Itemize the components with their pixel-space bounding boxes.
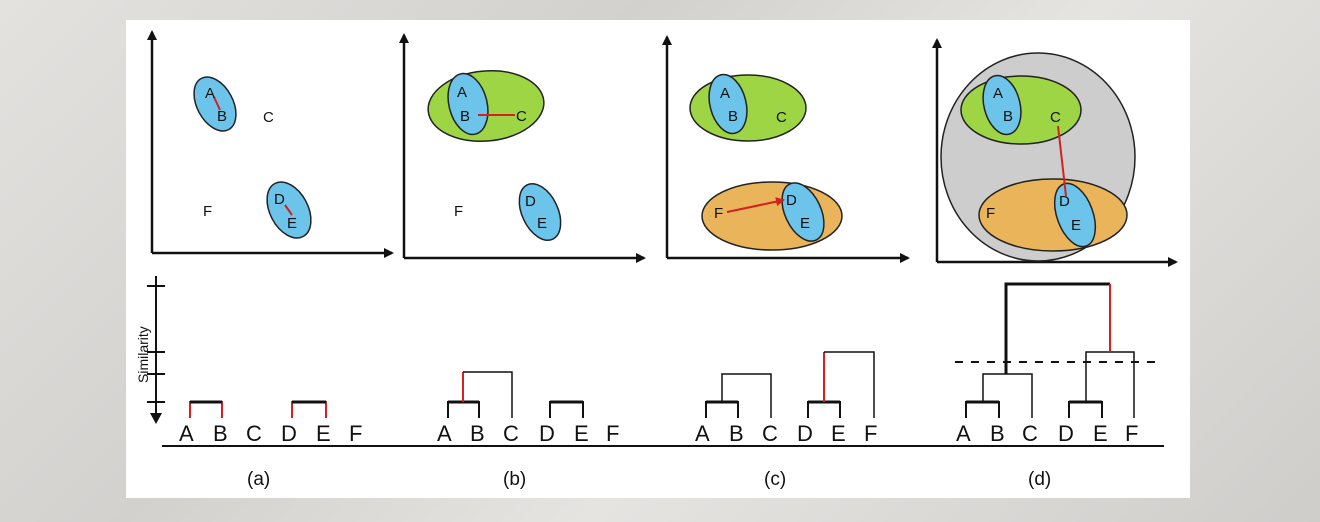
scatter-panel-a: A B C D E F: [147, 30, 394, 258]
panel-caption-d: (d): [1028, 469, 1051, 490]
leaf-label: B: [213, 421, 228, 446]
similarity-axis: Similarity: [135, 276, 165, 424]
merge-de: [1068, 401, 1103, 418]
point-label: E: [287, 215, 297, 232]
merge-ab: [965, 401, 1000, 418]
merge-ab: [705, 401, 739, 418]
point-label: A: [720, 85, 730, 102]
leaf-label: A: [437, 421, 452, 446]
merge-root: [1004, 282, 1110, 374]
panel-caption-a: (a): [247, 469, 270, 490]
merge-abc: [463, 371, 513, 418]
leaf-label: B: [729, 421, 744, 446]
link-f-d: [726, 197, 785, 213]
link-de: [284, 204, 293, 216]
merge-de: [807, 401, 841, 418]
leaf-label: A: [695, 421, 710, 446]
scatter-panel-b: A B C D E F: [399, 33, 646, 263]
point-label: A: [457, 84, 467, 101]
cluster-ab: [708, 73, 748, 135]
link-c-d: [1057, 125, 1067, 197]
leaf-label: B: [470, 421, 485, 446]
point-label: F: [714, 205, 723, 222]
leaf-label: B: [990, 421, 1005, 446]
leaf-label: E: [316, 421, 331, 446]
leaf-label: E: [574, 421, 589, 446]
point-label: D: [274, 191, 285, 208]
leaf-label: C: [762, 421, 778, 446]
point-label: A: [993, 85, 1003, 102]
point-label: E: [537, 215, 547, 232]
cluster-ab: [982, 74, 1022, 136]
merge-de-sides: [291, 401, 327, 418]
dendrogram-b: A B C D E F: [437, 371, 619, 446]
point-label: F: [986, 205, 995, 222]
panel-caption-b: (b): [503, 469, 526, 490]
point-label: B: [728, 108, 738, 125]
cluster-abc: [689, 74, 807, 142]
leaf-label: F: [864, 421, 877, 446]
leaf-label: C: [246, 421, 262, 446]
merge-def: [1085, 351, 1135, 418]
point-label: C: [776, 109, 787, 126]
leaf-label: E: [1093, 421, 1108, 446]
merge-de: [549, 401, 584, 418]
point-label: F: [454, 203, 463, 220]
panel-caption-c: (c): [764, 469, 786, 490]
dendrogram-d: A B C D E F: [955, 282, 1158, 446]
merge-def: [824, 351, 875, 418]
dendrogram-c: A B C D E F: [695, 351, 877, 446]
leaf-label: C: [1022, 421, 1038, 446]
scatter-panel-c: A B C D E F: [662, 35, 910, 263]
leaf-label: D: [281, 421, 297, 446]
leaf-label: F: [606, 421, 619, 446]
point-label: B: [217, 108, 227, 125]
similarity-axis-arrowhead: [150, 413, 162, 424]
cluster-ab: [447, 72, 489, 136]
dendrogram-a: A B C D E F: [179, 400, 362, 446]
cluster-def: [978, 178, 1128, 252]
leaf-label: D: [1058, 421, 1074, 446]
merge-abc: [721, 373, 772, 418]
point-label: D: [1059, 193, 1070, 210]
cluster-de: [518, 183, 562, 241]
point-label: C: [516, 108, 527, 125]
merge-abc: [982, 373, 1033, 418]
leaf-label: A: [956, 421, 971, 446]
merge-ab: [447, 401, 480, 418]
point-label: F: [203, 203, 212, 220]
point-label: D: [786, 192, 797, 209]
point-label: D: [525, 193, 536, 210]
leaf-label: F: [349, 421, 362, 446]
link-ab: [213, 96, 221, 111]
point-label: B: [1003, 108, 1013, 125]
point-label: B: [460, 108, 470, 125]
y-axis-label: Similarity: [135, 326, 151, 383]
leaf-label: A: [179, 421, 194, 446]
point-label: C: [263, 109, 274, 126]
point-label: C: [1050, 109, 1061, 126]
cluster-ab: [193, 76, 237, 132]
leaf-label: D: [797, 421, 813, 446]
leaf-label: D: [539, 421, 555, 446]
point-label: E: [800, 215, 810, 232]
merge-ab-sides: [189, 401, 223, 418]
point-label: A: [205, 85, 215, 102]
cluster-de: [781, 182, 825, 242]
point-label: E: [1071, 217, 1081, 234]
scatter-panel-d: A B C D E F: [932, 38, 1178, 267]
leaf-label: F: [1125, 421, 1138, 446]
leaf-label: E: [831, 421, 846, 446]
leaf-label: C: [503, 421, 519, 446]
